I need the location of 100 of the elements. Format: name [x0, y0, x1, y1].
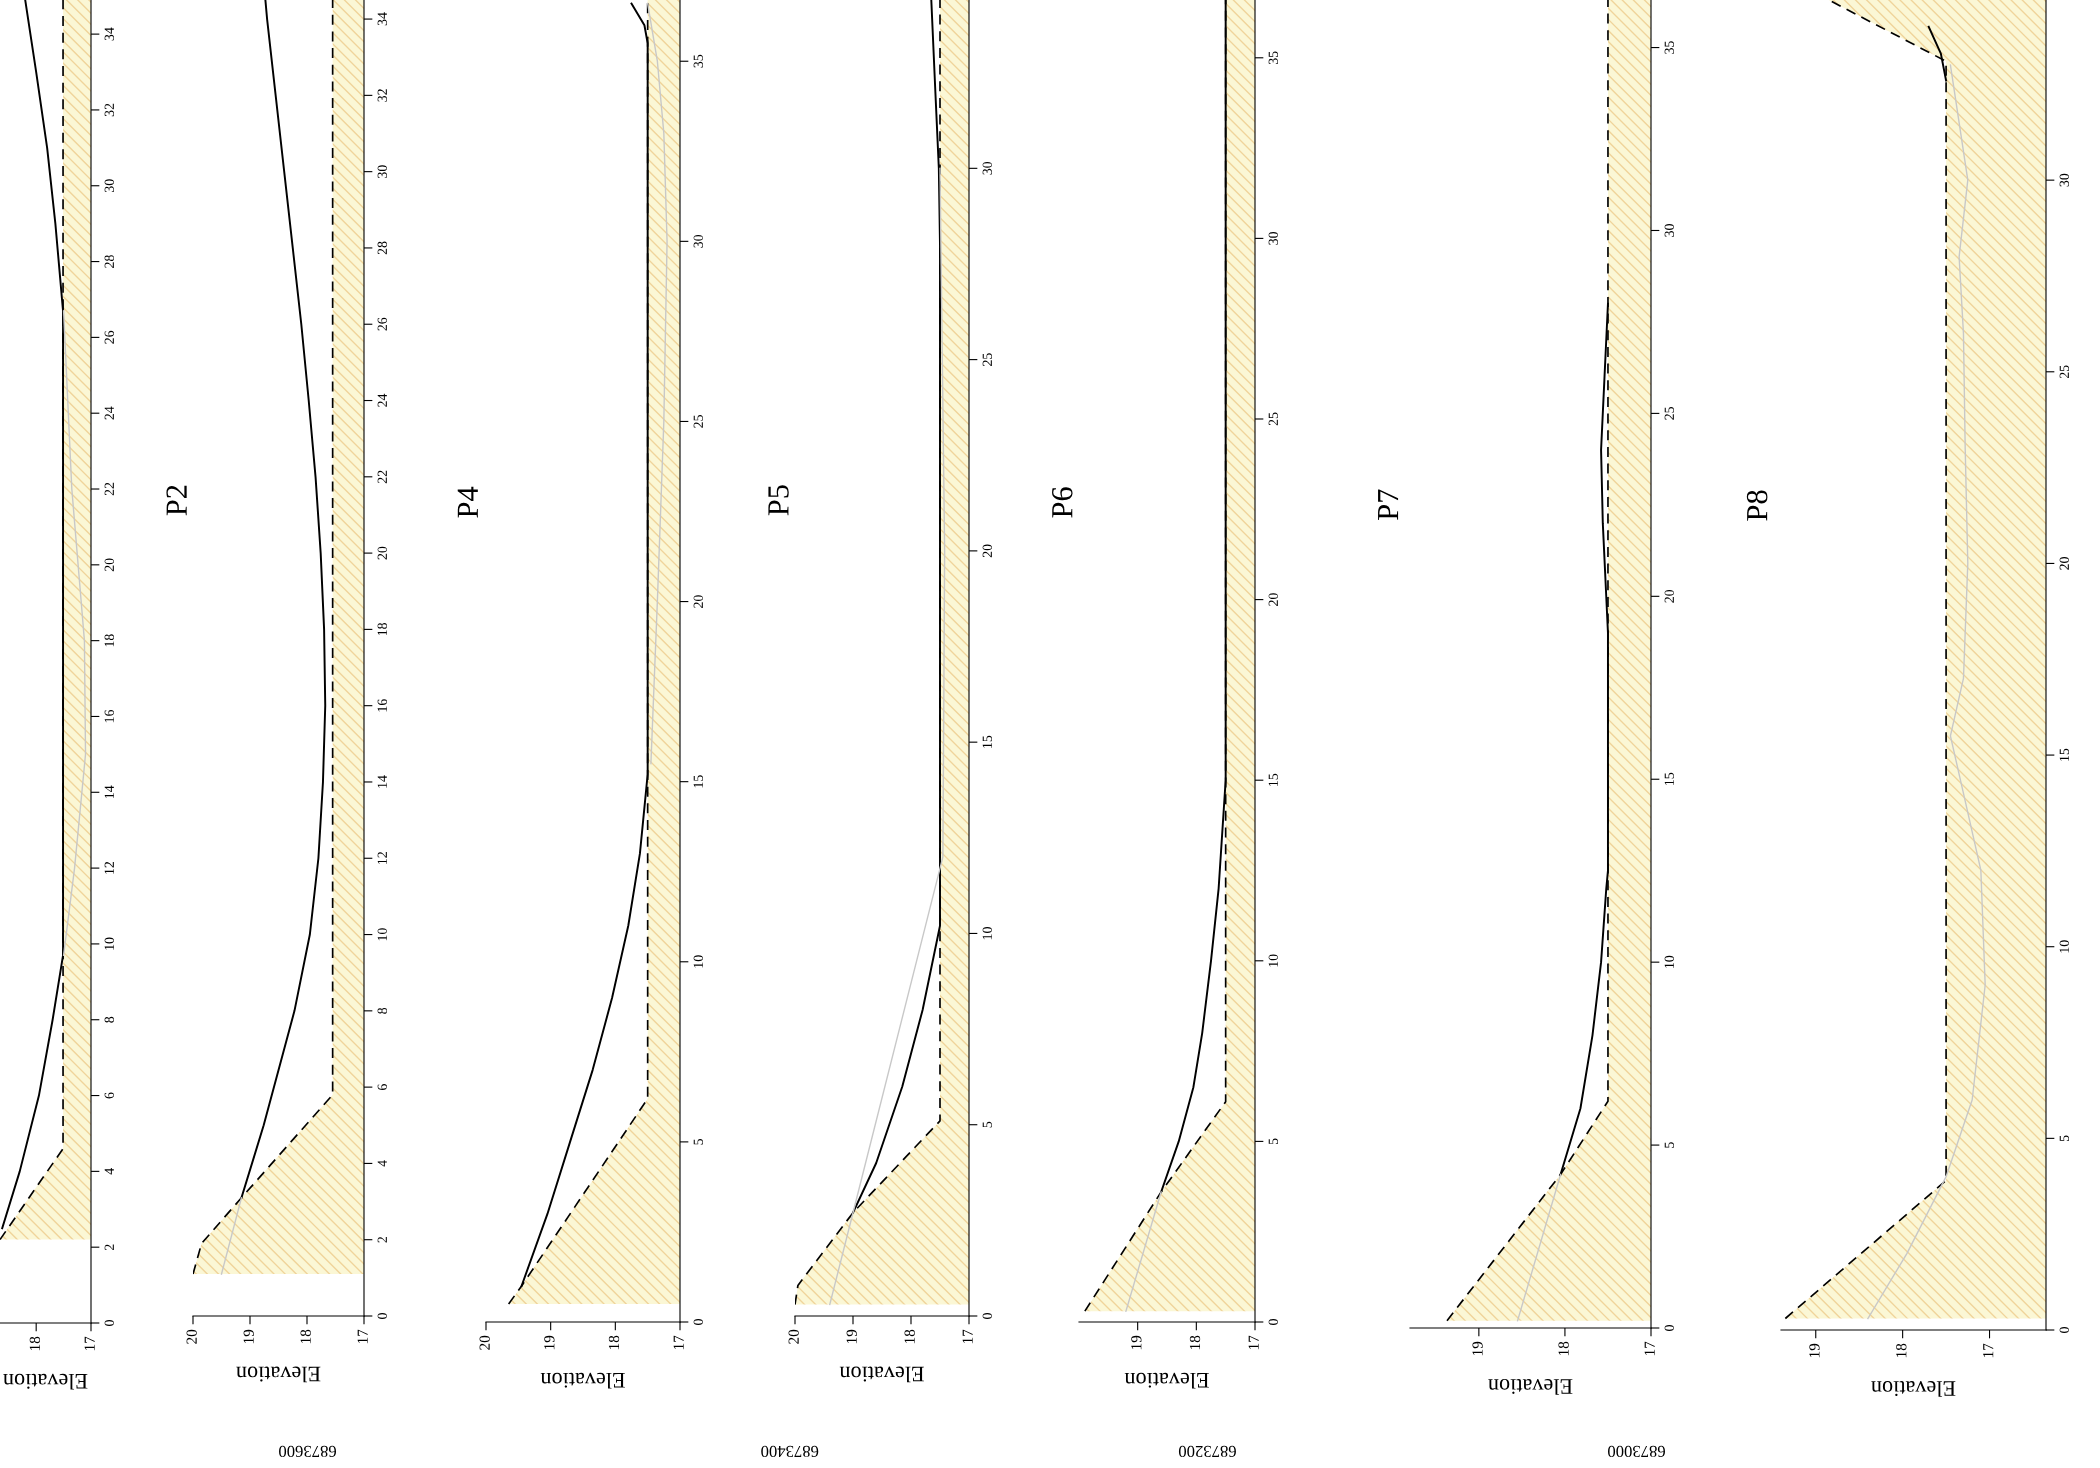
text: P5: [768, 485, 789, 516]
y-tick-label: 10: [104, 937, 114, 950]
x-axis-title: Elevation: [1488, 1378, 1573, 1395]
y-tick-label: 25: [2059, 365, 2069, 379]
x-tick-label: 20: [186, 1329, 197, 1344]
y-tick-label: 8: [377, 1007, 387, 1014]
y-tick-label: 15: [982, 735, 992, 748]
x-tick-label: 20: [788, 1329, 799, 1344]
y-tick-label: 18: [104, 634, 114, 647]
x-axis-title: Elevation: [839, 1366, 924, 1383]
x-tick-label: 17: [1248, 1335, 1259, 1350]
x-tick-label: 17: [673, 1335, 684, 1350]
y-tick-label: 30: [104, 179, 114, 193]
y-tick-label: 0: [1664, 1325, 1674, 1331]
y-tick-label: 14: [104, 785, 114, 799]
y-tick-label: 2: [377, 1237, 387, 1243]
x-tick-label: 18: [29, 1336, 40, 1351]
y-tick-label: 25: [982, 353, 992, 366]
y-tick-label: 20: [1268, 593, 1278, 606]
x-tick-label: 18: [1896, 1343, 1907, 1358]
y-tick-label: 30: [1664, 224, 1674, 237]
x-tick-label: 18: [1189, 1335, 1201, 1350]
y-tick-label: 20: [693, 595, 703, 608]
y-tick-label: 35: [1664, 41, 1674, 54]
y-tick-label: 20: [2059, 557, 2069, 570]
y-tick-label: 16: [104, 709, 114, 723]
y-tick-label: 5: [1268, 1138, 1278, 1145]
y-tick-label: 15: [693, 775, 703, 788]
y-tick-label: 4: [104, 1168, 114, 1175]
y-tick-label: 26: [377, 317, 387, 331]
y-tick-label: 10: [2059, 940, 2069, 953]
x-tick-label: 18: [300, 1329, 311, 1344]
y-tick-label: 0: [982, 1313, 992, 1319]
y-tick-label: 5: [693, 1138, 703, 1145]
x-tick-label: 18: [1558, 1341, 1569, 1356]
y-tick-label: 26: [104, 330, 114, 344]
y-tick-label: 4: [377, 1160, 387, 1167]
y-tick-label: 10: [693, 955, 703, 968]
y-tick-label: 10: [982, 927, 992, 940]
y-tick-label: 15: [1268, 773, 1278, 786]
y-tick-label: 30: [1268, 231, 1278, 245]
y-tick-label: 35: [693, 54, 703, 68]
y-tick-label: 18: [377, 622, 387, 636]
y-tick-label: 20: [104, 558, 114, 572]
y-tick-label: 15: [1664, 772, 1674, 785]
text: 6873200: [1178, 1445, 1236, 1458]
x-tick-label: 17: [1644, 1341, 1655, 1356]
text: P4: [457, 486, 478, 518]
x-tick-label: 19: [1809, 1343, 1820, 1358]
y-tick-label: 25: [1664, 407, 1674, 420]
y-tick-label: 6: [104, 1092, 114, 1099]
x-tick-label: 18: [608, 1335, 620, 1350]
y-tick-label: 0: [104, 1320, 114, 1326]
y-tick-label: 28: [104, 255, 114, 268]
text: 6873000: [1608, 1445, 1665, 1458]
x-axis-title: Elevation: [1124, 1372, 1209, 1389]
text: P2: [166, 485, 187, 516]
y-tick-label: 0: [1268, 1319, 1278, 1325]
y-tick-label: 34: [377, 12, 387, 26]
y-tick-label: 6: [377, 1084, 387, 1091]
y-tick-label: 0: [377, 1313, 387, 1319]
y-tick-label: 10: [377, 928, 387, 941]
x-axis-title: Elevation: [540, 1372, 625, 1389]
y-tick-label: 32: [377, 89, 387, 102]
y-tick-label: 12: [104, 861, 114, 874]
x-axis-title: Elevation: [3, 1373, 88, 1390]
y-tick-label: 22: [377, 470, 387, 484]
y-tick-label: 34: [104, 27, 114, 41]
x-tick-label: 19: [846, 1329, 857, 1344]
x-tick-label: 19: [1472, 1341, 1483, 1356]
y-tick-label: 35: [1268, 51, 1278, 65]
x-tick-label: 20: [479, 1335, 490, 1350]
y-tick-label: 25: [693, 415, 703, 428]
text: 6873400: [761, 1445, 819, 1458]
y-tick-label: 10: [1664, 955, 1674, 968]
y-tick-label: 5: [982, 1121, 992, 1128]
x-tick-label: 19: [544, 1335, 555, 1350]
x-tick-label: 17: [357, 1329, 368, 1344]
y-tick-label: 5: [2059, 1135, 2069, 1142]
y-tick-label: 32: [104, 103, 114, 117]
x-tick-label: 19: [1131, 1335, 1142, 1350]
y-tick-label: 28: [377, 241, 387, 255]
x-axis-title: Elevation: [236, 1366, 321, 1383]
y-tick-label: 25: [1268, 412, 1278, 426]
x-tick-label: 18: [904, 1329, 915, 1344]
y-tick-label: 30: [2059, 173, 2069, 187]
y-tick-label: 24: [104, 406, 114, 420]
y-tick-label: 20: [377, 546, 387, 560]
y-tick-label: 0: [693, 1319, 703, 1325]
text: P7: [1378, 489, 1399, 520]
y-tick-label: 12: [377, 852, 387, 864]
y-tick-label: 0: [2059, 1327, 2069, 1333]
y-tick-label: 8: [104, 1016, 114, 1023]
text: 6873600: [279, 1445, 337, 1458]
x-tick-label: 17: [1983, 1343, 1994, 1358]
y-tick-label: 24: [377, 393, 387, 407]
x-tick-label: 19: [243, 1329, 254, 1344]
y-tick-label: 20: [1664, 589, 1674, 603]
y-tick-label: 2: [104, 1244, 114, 1251]
y-tick-label: 14: [377, 775, 387, 788]
